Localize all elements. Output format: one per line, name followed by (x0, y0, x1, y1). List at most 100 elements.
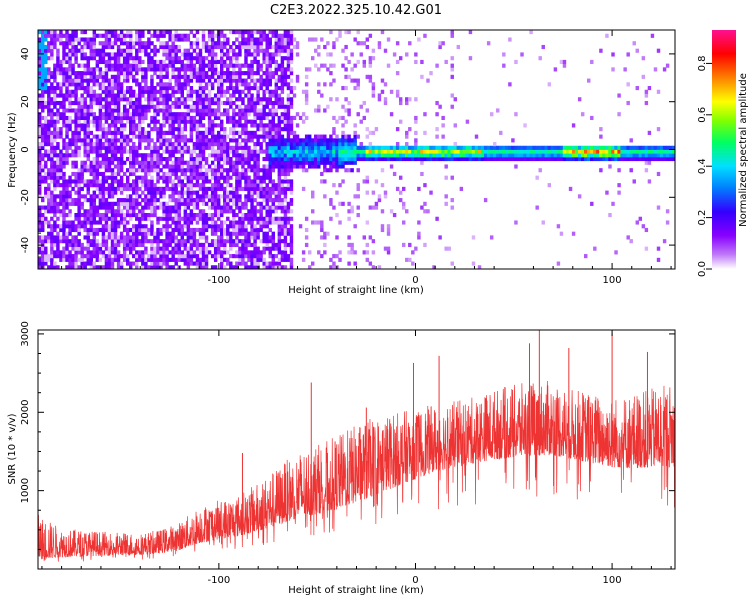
heatmap-cell (311, 142, 315, 147)
heatmap-cell (559, 231, 564, 236)
heatmap-cell (235, 190, 239, 195)
heatmap-cell (265, 78, 269, 83)
heatmap-cell (256, 257, 260, 262)
heatmap-cell (380, 153, 385, 158)
heatmap-cell (574, 145, 579, 150)
heatmap-cell (150, 246, 154, 251)
heatmap-cell (223, 71, 227, 76)
heatmap-cell (580, 112, 585, 117)
heatmap-cell (144, 250, 148, 255)
heatmap-cell (41, 134, 45, 139)
heatmap-cell (359, 145, 363, 150)
heatmap-cell (183, 100, 188, 106)
heatmap-cell (201, 104, 206, 109)
heatmap-cell (192, 89, 197, 94)
heatmap-cell (153, 205, 157, 210)
heatmap-cell (53, 93, 57, 98)
heatmap-cell (86, 242, 90, 247)
heatmap-cell (192, 235, 197, 240)
heatmap-cell (38, 190, 42, 195)
heatmap-cell (274, 48, 279, 53)
heatmap-cell (444, 156, 448, 162)
heatmap-cell (207, 198, 212, 203)
heatmap-cell (298, 145, 303, 150)
heatmap-cell (171, 250, 175, 255)
heatmap-cell (259, 257, 263, 262)
heatmap-cell (119, 119, 124, 124)
heatmap-cell (289, 201, 294, 206)
heatmap-cell (77, 216, 81, 221)
heatmap-cell (326, 142, 330, 147)
heatmap-cell (165, 149, 169, 154)
heatmap-cell (168, 104, 172, 109)
heatmap-cell (253, 108, 257, 113)
heatmap-cell (44, 59, 48, 65)
heatmap-cell (89, 71, 93, 76)
heatmap-cell (244, 168, 248, 173)
heatmap-cell (232, 239, 236, 244)
heatmap-cell (280, 119, 285, 124)
heatmap-cell (129, 100, 133, 106)
heatmap-cell (89, 97, 93, 102)
heatmap-cell (265, 56, 269, 61)
heatmap-cell (59, 224, 63, 229)
heatmap-cell (101, 212, 106, 218)
heatmap-cell (141, 205, 145, 210)
heatmap-cell (113, 186, 118, 191)
heatmap-cell (77, 231, 81, 236)
heatmap-cell (180, 149, 184, 154)
heatmap-cell (317, 44, 321, 50)
heatmap-cell (450, 33, 454, 38)
heatmap-cell (132, 224, 136, 229)
heatmap-cell (125, 138, 130, 143)
heatmap-cell (50, 123, 54, 128)
heatmap-cell (141, 239, 145, 244)
heatmap-cell (156, 130, 160, 135)
heatmap-cell (50, 171, 54, 177)
heatmap-cell (256, 30, 260, 35)
heatmap-cell (177, 33, 181, 38)
heatmap-cell (262, 190, 266, 195)
heatmap-cell (186, 220, 191, 225)
heatmap-cell (304, 242, 309, 247)
heatmap-cell (138, 209, 142, 214)
heatmap-cell (216, 212, 221, 218)
heatmap-cell (235, 149, 239, 154)
heatmap-cell (238, 250, 242, 255)
heatmap-cell (89, 194, 93, 199)
heatmap-cell (177, 156, 181, 162)
heatmap-cell (338, 183, 342, 188)
heatmap-cell (86, 149, 90, 154)
heatmap-cell (125, 119, 130, 124)
heatmap-cell (119, 153, 124, 158)
heatmap-cell (216, 115, 221, 121)
heatmap-cell (159, 130, 163, 135)
heatmap-cell (544, 153, 548, 158)
heatmap-cell (180, 82, 184, 87)
heatmap-cell (253, 48, 257, 53)
heatmap-cell (119, 86, 124, 91)
heatmap-cell (80, 142, 84, 147)
heatmap-cell (183, 149, 188, 154)
heatmap-cell (50, 265, 54, 270)
heatmap-cell (144, 171, 148, 177)
heatmap-cell (226, 168, 230, 173)
heatmap-cell (304, 93, 309, 98)
heatmap-cell (483, 198, 488, 203)
heatmap-cell (165, 209, 169, 214)
heatmap-cell (195, 52, 200, 57)
heatmap-cell (392, 153, 397, 158)
heatmap-cell (113, 127, 118, 132)
heatmap-cell (89, 205, 93, 210)
heatmap-cell (480, 145, 485, 150)
heatmap-cell (298, 224, 303, 229)
heatmap-cell (116, 44, 121, 50)
heatmap-cell (156, 89, 160, 94)
heatmap-cell (122, 112, 127, 117)
heatmap-cell (168, 44, 172, 50)
heatmap-cell (377, 194, 382, 199)
heatmap-cell (104, 149, 109, 154)
heatmap-cell (571, 149, 576, 154)
heatmap-cell (86, 134, 90, 139)
heatmap-cell (532, 156, 536, 162)
